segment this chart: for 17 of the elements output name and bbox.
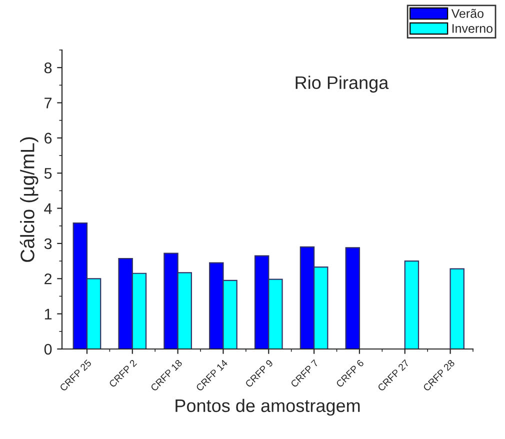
y-tick-label: 0 [44, 344, 52, 355]
y-axis-title: Cálcio (µg/mL) [20, 137, 38, 262]
y-tick-label: 1 [44, 308, 52, 320]
y-tick-label: 4 [44, 203, 52, 214]
y-tick-label: 8 [44, 62, 52, 74]
y-tick-label: 3 [44, 238, 52, 250]
text: Rio Piranga [296, 76, 389, 93]
x-axis-title: Pontos de amostragem [176, 398, 360, 416]
y-tick-label: 6 [44, 132, 52, 144]
bar [450, 268, 464, 349]
y-tick-label: 7 [44, 98, 52, 108]
bar [404, 260, 420, 349]
bar [345, 247, 360, 349]
legend-label: Verão [451, 8, 484, 18]
y-tick-label: 2 [44, 274, 52, 284]
y-tick-label: 5 [44, 168, 52, 179]
legend-label: Inverno [452, 24, 492, 33]
